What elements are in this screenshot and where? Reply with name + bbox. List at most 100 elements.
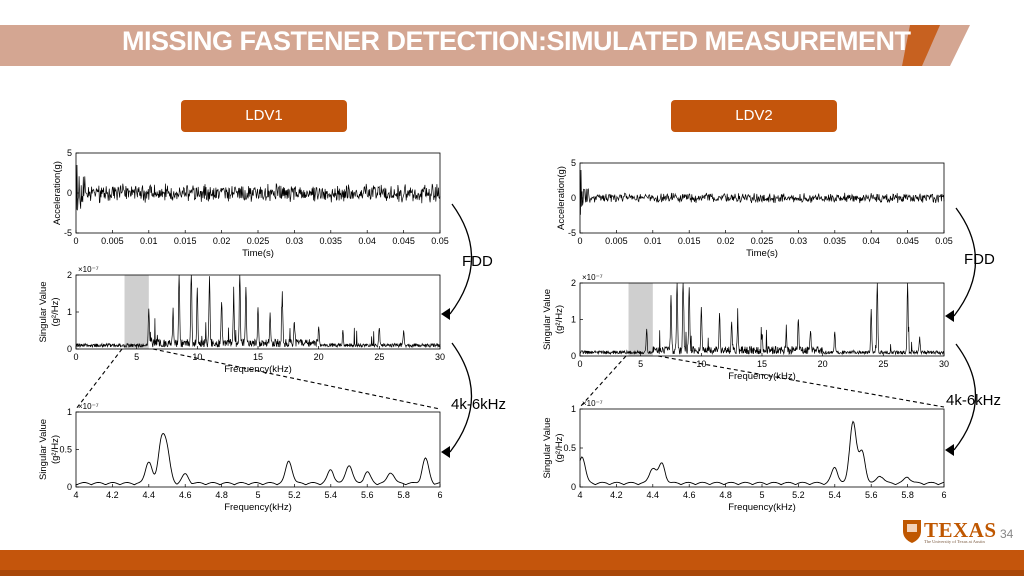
x-tick-label: 20 <box>314 352 324 362</box>
x-tick-label: 10 <box>192 352 202 362</box>
x-tick-label: 0.005 <box>101 236 124 246</box>
y-exponent: ×10⁻⁷ <box>78 265 99 274</box>
band-label-right: 4k-6kHz <box>946 392 1002 409</box>
y-tick-label: -5 <box>568 228 576 238</box>
flow-arrow-icon <box>441 342 473 458</box>
x-tick-label: 4 <box>577 490 582 500</box>
x-tick-label: 4.2 <box>610 490 623 500</box>
flow-arrow-icon <box>945 207 977 322</box>
x-tick-label: 0.045 <box>392 236 415 246</box>
plot-frame <box>75 411 441 488</box>
fdd-label-right: FDD <box>964 251 995 268</box>
x-tick-label: 30 <box>939 359 949 369</box>
x-tick-label: 15 <box>757 359 767 369</box>
y-tick-label: 1 <box>571 315 576 325</box>
y-axis-unit: (g²/Hz) <box>554 433 565 462</box>
x-tick-label: 0 <box>73 352 78 362</box>
y-tick-label: 0 <box>67 188 72 198</box>
series-line <box>75 432 441 486</box>
highlight-band <box>628 283 653 356</box>
x-tick-label: 5.8 <box>397 490 410 500</box>
ldv1-button[interactable]: LDV1 <box>181 100 347 132</box>
chart-ldv1-zoom: 4 4.2 4.4 4.6 4.8 5 5.2 5.4 5.6 5.8 6 0 0.5 1 ×10⁻⁷ Fre… <box>38 402 443 513</box>
series-line <box>579 420 945 486</box>
x-tick-label: 0.05 <box>431 236 449 246</box>
x-tick-label: 25 <box>878 359 888 369</box>
x-tick-label: 5.2 <box>792 490 805 500</box>
chart-ldv1-time: 0 0.005 0.01 0.015 0.02 0.025 0.03 0.035 0.04 0.0… <box>52 148 449 259</box>
y-axis-label: Singular Value <box>38 419 49 480</box>
x-tick-label: 0.035 <box>320 236 343 246</box>
x-tick-label: 0.025 <box>751 236 774 246</box>
y-tick-label: 0.5 <box>59 445 72 455</box>
x-tick-label: 5 <box>759 490 764 500</box>
x-tick-label: 6 <box>437 490 442 500</box>
y-tick-label: 2 <box>67 270 72 280</box>
zoom-connector-left-a <box>75 348 123 410</box>
chart-ldv1-fdd: 0 5 10 15 20 25 30 0 1 2 ×10⁻⁷ Frequency(kHz) Singul… <box>38 265 445 375</box>
x-tick-label: 0.03 <box>286 236 304 246</box>
y-tick-label: 5 <box>67 148 72 158</box>
x-tick-label: 4.4 <box>647 490 660 500</box>
zoom-connector-right-b <box>657 355 945 408</box>
x-tick-label: 0.05 <box>935 236 953 246</box>
x-tick-label: 5.6 <box>361 490 374 500</box>
series-line <box>579 169 945 215</box>
x-tick-label: 0.01 <box>140 236 158 246</box>
ldv2-button[interactable]: LDV2 <box>671 100 837 132</box>
x-tick-label: 0 <box>577 236 582 246</box>
x-tick-label: 15 <box>253 352 263 362</box>
fdd-label-left: FDD <box>462 253 493 270</box>
y-tick-label: 0 <box>571 482 576 492</box>
x-tick-label: 0.025 <box>247 236 270 246</box>
title-banner <box>0 25 970 66</box>
flow-arrow-icon <box>441 203 473 320</box>
y-exponent: ×10⁻⁷ <box>78 402 99 411</box>
x-tick-label: 4.6 <box>179 490 192 500</box>
y-tick-label: -5 <box>64 228 72 238</box>
x-axis-label: Time(s) <box>242 248 274 259</box>
y-tick-label: 0 <box>67 344 72 354</box>
x-tick-label: 4.4 <box>143 490 156 500</box>
x-tick-label: 4.8 <box>215 490 228 500</box>
y-exponent: ×10⁻⁷ <box>582 399 603 408</box>
y-tick-label: 1 <box>67 307 72 317</box>
series-line <box>75 164 441 211</box>
page-number: 34 <box>1000 527 1014 541</box>
x-tick-label: 30 <box>435 352 445 362</box>
y-tick-label: 0 <box>571 193 576 203</box>
x-tick-label: 5.4 <box>829 490 842 500</box>
x-tick-label: 5 <box>134 352 139 362</box>
x-tick-label: 0.02 <box>213 236 231 246</box>
y-tick-label: 1 <box>67 407 72 417</box>
x-tick-label: 5.8 <box>901 490 914 500</box>
x-axis-label: Frequency(kHz) <box>224 502 292 513</box>
x-axis-label: Frequency(kHz) <box>224 364 292 375</box>
y-axis-unit: (g²/Hz) <box>554 305 565 334</box>
logo-subtitle: The University of Texas at Austin <box>924 539 985 544</box>
x-tick-label: 5 <box>638 359 643 369</box>
y-axis-unit: (g²/Hz) <box>50 297 61 326</box>
y-tick-label: 5 <box>571 158 576 168</box>
page-title: MISSING FASTENER DETECTION:SIMULATED MEA… <box>122 26 911 56</box>
y-tick-label: 0 <box>571 351 576 361</box>
x-tick-label: 6 <box>941 490 946 500</box>
band-label-left: 4k-6kHz <box>451 396 507 413</box>
y-exponent: ×10⁻⁷ <box>582 273 603 282</box>
y-axis-label: Singular Value <box>542 289 553 350</box>
chart-ldv2-fdd: 051015202530012×10⁻⁷Frequency(kHz)Singul… <box>542 273 949 382</box>
y-axis-label: Singular Value <box>542 417 553 478</box>
x-tick-label: 5.4 <box>325 490 338 500</box>
x-tick-label: 0.04 <box>862 236 880 246</box>
chart-ldv2-time: 0 0.005 0.01 0.015 0.02 0.025 0.03 0.035 0.04 0.0… <box>556 158 953 259</box>
shield-icon <box>903 520 921 543</box>
x-tick-label: 0.015 <box>678 236 701 246</box>
x-tick-label: 0.01 <box>644 236 662 246</box>
x-tick-label: 20 <box>818 359 828 369</box>
x-axis-label: Frequency(kHz) <box>728 502 796 513</box>
x-tick-label: 0.03 <box>790 236 808 246</box>
x-tick-label: 4 <box>73 490 78 500</box>
university-logo: TEXAS The University of Texas at Austin <box>902 518 1002 546</box>
y-axis-unit: (g²/Hz) <box>50 435 61 464</box>
chart-ldv2-zoom: 4 4.2 4.4 4.6 4.8 5 5.2 5.4 5.6 5.8 6 0 0.5 1 ×10⁻⁷ Fre… <box>542 399 947 513</box>
